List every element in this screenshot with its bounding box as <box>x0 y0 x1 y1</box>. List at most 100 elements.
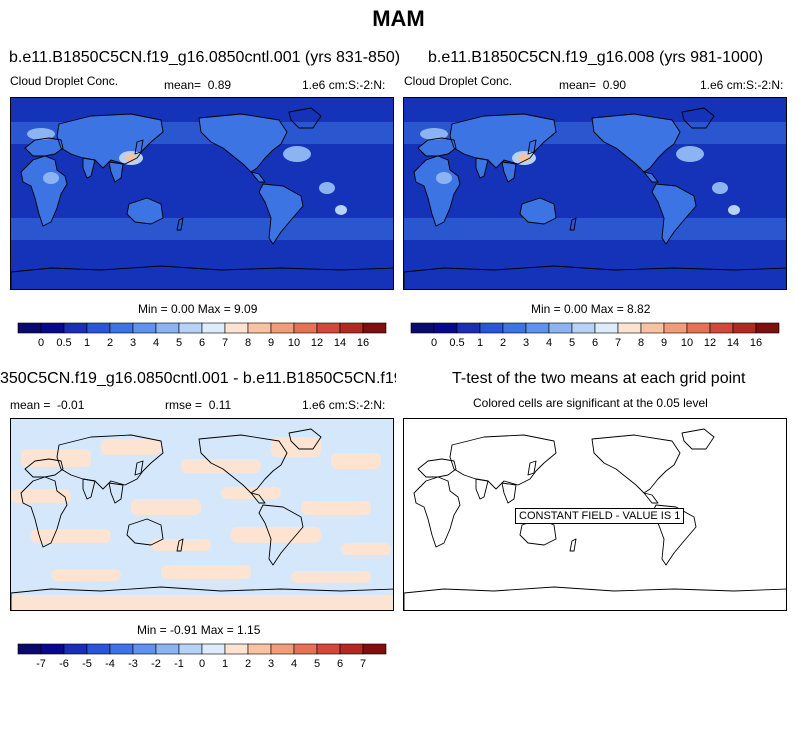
coastline-europe <box>417 458 457 478</box>
colorbar-tick-label: 6 <box>592 337 598 349</box>
colorbar-box <box>709 322 734 334</box>
colorbar-box <box>339 322 364 334</box>
coastline-japan <box>134 139 144 155</box>
colorbar-box <box>316 322 341 334</box>
colorbar-box <box>40 322 65 334</box>
colorbar-tick-label: 12 <box>704 337 716 349</box>
colorbar-tick-label: 0.5 <box>56 337 71 349</box>
mean-top-left: mean= 0.89 <box>164 78 231 92</box>
colorbar-tick-label: 2 <box>107 337 113 349</box>
colorbar-tick-label: 0 <box>38 337 44 349</box>
colorbar-box <box>293 643 318 655</box>
colorbar-box <box>109 643 134 655</box>
cloud-droplet-map-experiment <box>404 98 786 289</box>
field-name-top-right: Cloud Droplet Conc. <box>404 74 513 88</box>
colorbar-box <box>456 322 481 334</box>
coastline-namerica <box>198 434 288 494</box>
panel-title-top-left: b.e11.B1850C5CN.f19_g16.0850cntl.001 (yr… <box>9 49 401 66</box>
coastline-namerica <box>591 113 681 173</box>
coastline-asia <box>449 434 557 490</box>
coastline-seasia <box>501 482 517 504</box>
colorbar-tick-label: 8 <box>245 337 251 349</box>
coastline-antarctica <box>11 265 393 289</box>
coastline-greenland <box>288 428 322 450</box>
colorbar-box <box>86 643 111 655</box>
colorbar-box <box>686 322 711 334</box>
colorbar-tick-label: 10 <box>681 337 693 349</box>
colorbar-top-right: 0 0.5 1 2 3 4 5 6 7 8 9 10 12 14 16 <box>410 322 780 353</box>
colorbar-box <box>755 322 780 334</box>
colorbar-tick-label: 2 <box>245 658 251 670</box>
coastline-seasia <box>501 161 517 183</box>
coastline-namerica <box>591 434 681 494</box>
colorbar-tick-label: 2 <box>500 337 506 349</box>
colorbar-box <box>178 322 203 334</box>
coastline-seasia <box>108 161 124 183</box>
coastline-africa <box>20 155 68 227</box>
colorbar-box <box>732 322 757 334</box>
rmse-label: rmse = <box>165 398 203 412</box>
colorbar-box <box>155 322 180 334</box>
colorbar-box <box>479 322 504 334</box>
map-top-right <box>403 97 787 290</box>
minmax-top-left: Min = 0.00 Max = 9.09 <box>138 302 258 316</box>
colorbar-box <box>178 643 203 655</box>
cloud-droplet-map-control <box>11 98 393 289</box>
colorbar-difference: -7 -6 -5 -4 -3 -2 -1 0 1 2 3 4 5 6 7 <box>17 643 387 670</box>
colorbar-box <box>640 322 665 334</box>
coastline-india <box>82 157 96 179</box>
colorbar-box <box>63 643 88 655</box>
minmax-bottom-left: Min = -0.91 Max = 1.15 <box>137 623 261 637</box>
coastline-namerica <box>198 113 288 173</box>
coastline-antarctica <box>11 586 393 610</box>
coastline-australia <box>126 518 164 546</box>
minmax-top-right: Min = 0.00 Max = 8.82 <box>531 302 651 316</box>
colorbar-box <box>362 643 387 655</box>
rmse-bottom-left: rmse = 0.11 <box>165 398 231 412</box>
colorbar-box <box>17 322 42 334</box>
colorbar-box <box>571 322 596 334</box>
colorbar-box <box>247 643 272 655</box>
colorbar-box <box>502 322 527 334</box>
colorbar-tick-label: 0.5 <box>449 337 464 349</box>
panel-title-bottom-right: T-test of the two means at each grid poi… <box>452 370 746 387</box>
coastline-india <box>82 478 96 500</box>
colorbar-tick-label: -3 <box>128 658 138 670</box>
panel-title-top-right: b.e11.B1850C5CN.f19_g16.008 (yrs 981-100… <box>428 49 764 66</box>
coastline-india <box>475 157 489 179</box>
coastline-nz <box>176 217 184 231</box>
coastline-nz <box>176 538 184 552</box>
colorbar-tick-label: 6 <box>337 658 343 670</box>
colorbar-tick-label: 0 <box>199 658 205 670</box>
colorbar-tick-label: 1 <box>222 658 228 670</box>
colorbar-box <box>316 643 341 655</box>
coastline-camerica <box>250 171 266 183</box>
coastline-australia <box>126 197 164 225</box>
subtitle-bottom-right: Colored cells are significant at the 0.0… <box>473 396 708 410</box>
mean-label: mean= <box>559 78 597 92</box>
colorbar-tick-label: 16 <box>750 337 762 349</box>
coastline-antarctica <box>404 265 786 289</box>
colorbar-tick-label: 3 <box>268 658 274 670</box>
colorbar-field-right: 0 0.5 1 2 3 4 5 6 7 8 9 10 12 14 16 <box>410 322 780 349</box>
coastline-camerica <box>250 492 266 504</box>
colorbar-top-left: 0 0.5 1 2 3 4 5 6 7 8 9 10 12 14 16 <box>17 322 387 353</box>
coastline-japan <box>134 460 144 476</box>
units-top-right: 1.e6 cm:S:-2:N: <box>700 78 784 92</box>
coastline-europe <box>24 137 64 157</box>
coastline-europe <box>417 137 457 157</box>
coastline-greenland <box>288 107 322 129</box>
colorbar-tick-label: 5 <box>176 337 182 349</box>
colorbar-box <box>86 322 111 334</box>
coastline-greenland <box>681 428 715 450</box>
colorbar-tick-label: 1 <box>477 337 483 349</box>
coastline-africa <box>20 476 68 548</box>
coastline-asia <box>449 113 557 169</box>
constant-field-label: CONSTANT FIELD - VALUE IS 1 <box>515 508 685 524</box>
colorbar-tick-label: 14 <box>334 337 346 349</box>
mean-top-right: mean= 0.90 <box>559 78 626 92</box>
mean-label: mean= <box>164 78 202 92</box>
colorbar-box <box>132 322 157 334</box>
colorbar-tick-label: 10 <box>288 337 300 349</box>
colorbar-box <box>339 643 364 655</box>
